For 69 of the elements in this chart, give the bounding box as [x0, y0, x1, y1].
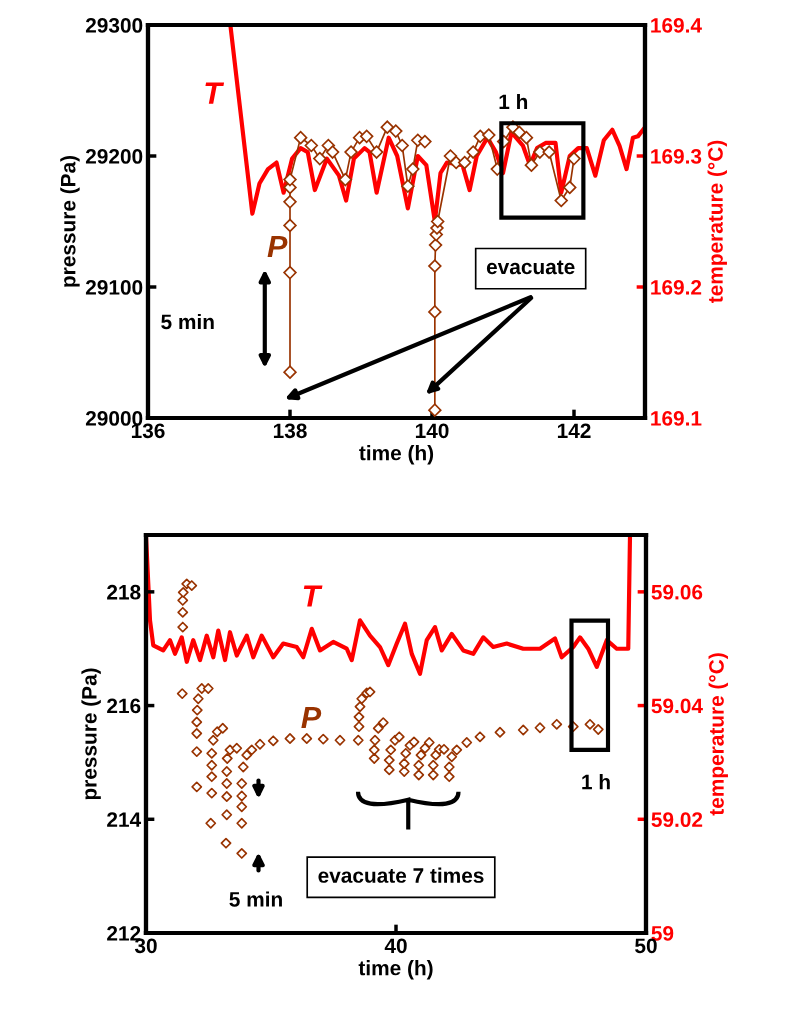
point: [428, 403, 442, 417]
point: [283, 365, 297, 379]
point: [380, 120, 394, 134]
annotation: 1 h: [499, 93, 528, 109]
y-tick-label: 29100: [85, 280, 143, 295]
y2-axis-title: temperature (°C): [707, 140, 727, 303]
point: [519, 130, 534, 145]
point: [428, 305, 442, 319]
y-tick-label: 29200: [85, 149, 143, 164]
point: [395, 138, 409, 153]
annotation: T: [303, 585, 323, 607]
y2-axis-title: temperature (°C): [708, 653, 728, 816]
annotation: evacuate 7 times: [318, 867, 484, 883]
point: [325, 145, 340, 159]
point: [401, 179, 415, 193]
point: [542, 145, 556, 159]
point: [482, 128, 496, 142]
point: [369, 145, 384, 159]
y2-tick-label: 169.2: [651, 280, 702, 295]
annotation: 1 h: [582, 774, 610, 790]
point: [567, 151, 581, 166]
annotation: P: [301, 706, 322, 728]
y2-tick-label: 59.04: [651, 698, 703, 714]
annotation: evacuate: [486, 260, 575, 275]
line-series: [146, 535, 633, 676]
annotation: 5 min: [161, 313, 214, 330]
x-tick-label: 138: [273, 423, 307, 439]
annotation: T: [205, 82, 225, 104]
point: [283, 195, 297, 209]
point: [554, 193, 568, 208]
point: [428, 259, 442, 273]
y2-tick-label: 169.3: [651, 149, 702, 164]
point: [406, 162, 420, 176]
point: [283, 172, 297, 187]
point: [430, 214, 445, 229]
point: [283, 218, 297, 233]
point: [457, 155, 472, 170]
y2-tick-label: 169.1: [651, 411, 702, 426]
y-tick-label: 218: [107, 584, 141, 600]
annotation: 5 min: [229, 891, 282, 907]
point: [563, 180, 577, 195]
x-tick-label: 142: [557, 423, 591, 438]
y2-tick-label: 59.06: [651, 584, 703, 600]
point: [418, 134, 432, 149]
x-tick-label: 40: [384, 938, 407, 954]
point: [524, 158, 539, 172]
y-tick-label: 29300: [85, 18, 143, 33]
y-axis-title: pressure (Pa): [60, 155, 80, 287]
point: [293, 130, 308, 145]
point: [533, 145, 547, 159]
x-tick-label: 140: [415, 423, 449, 439]
point: [304, 138, 319, 153]
point: [283, 265, 297, 280]
y-axis-title: pressure (Pa): [81, 668, 101, 800]
point: [512, 125, 527, 140]
y2-tick-label: 169.4: [651, 18, 702, 33]
y2-tick-label: 59.02: [651, 812, 703, 828]
point: [344, 145, 358, 159]
annotation: P: [267, 235, 288, 257]
point: [389, 124, 403, 138]
point: [428, 238, 443, 252]
point: [359, 129, 374, 144]
y-tick-label: 214: [107, 812, 142, 827]
x-axis-title: time (h): [358, 960, 433, 980]
point: [338, 172, 353, 187]
y-tick-label: 216: [107, 698, 141, 714]
point: [313, 151, 327, 166]
point: [466, 145, 480, 159]
x-axis-title: time (h): [359, 445, 434, 465]
